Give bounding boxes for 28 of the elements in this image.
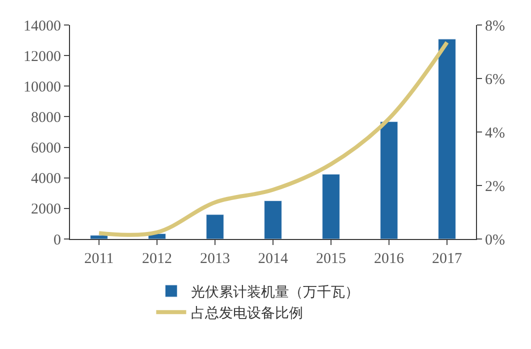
y2-tick-label: 0%	[485, 232, 505, 248]
legend-label: 光伏累计装机量（万千瓦）	[191, 284, 360, 300]
y-tick-label: 2000	[31, 202, 61, 218]
y2-tick-label: 6%	[485, 72, 505, 88]
x-tick-label: 2013	[200, 251, 230, 267]
bar	[438, 38, 456, 239]
x-tick-label: 2016	[374, 251, 404, 267]
y-tick-label: 8000	[31, 110, 61, 126]
x-tick-label: 2017	[432, 251, 462, 267]
y-tick-label: 0	[54, 232, 61, 248]
y-tick-label: 4000	[31, 171, 61, 188]
x-tick-label: 2014	[258, 251, 288, 267]
y2-tick-label: 4%	[485, 125, 505, 142]
y-tick-label: 14000	[24, 18, 61, 34]
bar	[90, 235, 108, 239]
x-tick-label: 2015	[316, 251, 346, 267]
bar	[380, 121, 398, 239]
y-tick-label: 10000	[24, 79, 61, 96]
bar	[206, 214, 224, 239]
y-tick-label: 12000	[24, 48, 61, 65]
y-tick-label: 6000	[31, 140, 61, 157]
bar	[264, 200, 282, 239]
x-tick-label: 2012	[142, 251, 172, 267]
bar	[322, 174, 340, 239]
y2-tick-label: 8%	[485, 18, 505, 34]
y2-tick-label: 2%	[485, 178, 505, 195]
x-tick-label: 2011	[84, 251, 114, 267]
legend-label: 占总发电设备比例	[191, 306, 304, 322]
